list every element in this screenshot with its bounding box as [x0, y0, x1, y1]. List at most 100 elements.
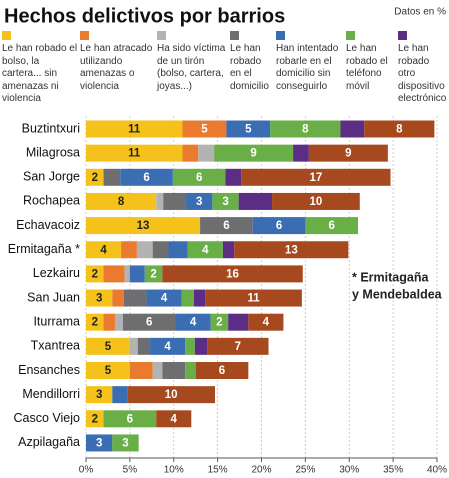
value-label: 10	[310, 196, 323, 208]
value-label: 4	[263, 317, 270, 329]
value-label: 7	[235, 341, 241, 353]
bar-segment	[146, 289, 182, 307]
bar-segment	[185, 362, 196, 379]
annotation: y Mendebaldea	[352, 287, 443, 301]
value-label: 6	[219, 365, 225, 377]
value-label: 8	[118, 196, 125, 208]
value-label: 5	[105, 365, 112, 377]
x-tick-label: 0%	[79, 465, 94, 476]
bar-segment	[86, 217, 201, 235]
x-tick-label: 30%	[339, 465, 359, 476]
bar-segment	[175, 313, 211, 331]
bar-segment	[112, 434, 139, 452]
legend-item: Le han robado el teléfono móvil	[346, 31, 396, 93]
value-label: 8	[302, 124, 309, 136]
bar-segment	[207, 337, 269, 355]
value-label: 2	[92, 317, 98, 329]
legend-label: Le han atracado utilizando amenazas o vi…	[80, 43, 153, 92]
bar-segment	[212, 192, 239, 210]
bar-segment	[194, 337, 208, 355]
bar-segment	[226, 120, 271, 138]
bar-segment	[241, 168, 391, 186]
annotation: * Ermitagaña	[352, 270, 429, 284]
bar-segment	[121, 241, 137, 259]
value-label: 16	[226, 268, 239, 280]
legend-item: Le han robado el bolso, la cartera... si…	[2, 31, 78, 106]
category-label: Txantrea	[31, 339, 80, 353]
value-label: 6	[143, 172, 149, 184]
bar-segment	[129, 362, 153, 379]
value-label: 6	[276, 220, 282, 232]
source-note: Datos en %	[394, 7, 446, 18]
bar-segment	[86, 289, 113, 307]
value-label: 4	[100, 244, 107, 256]
value-label: 3	[122, 437, 128, 449]
value-label: 6	[223, 220, 229, 232]
value-label: 13	[285, 244, 298, 256]
value-label: 5	[245, 124, 252, 136]
bar-segment	[86, 144, 183, 162]
bar-segment	[222, 241, 235, 259]
legend-swatch	[230, 31, 239, 40]
value-label: 3	[96, 293, 102, 305]
x-tick-label: 20%	[251, 465, 271, 476]
bar-segment	[248, 313, 284, 331]
bar-segment	[225, 168, 242, 186]
bar-segment	[129, 337, 138, 355]
bar-segment	[305, 217, 359, 235]
bar-segment	[124, 265, 130, 283]
value-label: 2	[150, 268, 156, 280]
legend-swatch	[276, 31, 285, 40]
category-label: Azpilagaña	[18, 435, 80, 449]
bar-segment	[198, 144, 215, 162]
bar-segment	[214, 144, 294, 162]
category-label: San Juan	[27, 290, 80, 304]
value-label: 10	[165, 389, 178, 401]
x-tick-label: 5%	[123, 465, 138, 476]
bar-segment	[293, 144, 309, 162]
x-tick-label: 35%	[383, 465, 403, 476]
bar-segment	[136, 241, 153, 259]
bar-segment	[86, 434, 113, 452]
category-label: Lezkairu	[33, 266, 80, 280]
bar-segment	[193, 289, 206, 307]
bar-segment	[162, 362, 186, 379]
bar-segment	[186, 192, 213, 210]
bar-segment	[86, 410, 104, 428]
bar-segment	[114, 313, 123, 331]
chart-title: Hechos delictivos por barrios	[4, 5, 285, 27]
legend-label: Le han robado otro dispositivo electróni…	[398, 43, 447, 104]
bar-segment	[252, 217, 306, 235]
bar-segment	[86, 120, 183, 138]
legend-item: Le han atracado utilizando amenazas o vi…	[80, 31, 154, 93]
legend-swatch	[398, 31, 407, 40]
bar-segment	[340, 120, 365, 138]
bar-segment	[163, 192, 187, 210]
bar-segment	[112, 289, 124, 307]
bar-segment	[86, 265, 104, 283]
value-label: 5	[105, 341, 112, 353]
bar-segment	[172, 168, 226, 186]
bar-segment	[123, 289, 147, 307]
value-label: 4	[171, 413, 178, 425]
bar-segment	[234, 241, 349, 259]
value-label: 3	[96, 389, 102, 401]
bar-segment	[228, 313, 249, 331]
bar-segment	[272, 192, 360, 210]
x-tick-label: 10%	[164, 465, 184, 476]
bar-segment	[187, 241, 223, 259]
value-label: 11	[248, 293, 261, 305]
bar-segment	[162, 265, 303, 283]
bar-segment	[144, 265, 163, 283]
bar-segment	[103, 410, 157, 428]
legend-item: Han intentado robarle en el domicilio si…	[276, 31, 344, 93]
legend-label: Ha sido víctima de un tirón (bolso, cart…	[157, 43, 226, 92]
category-label: Milagrosa	[26, 145, 80, 159]
bar-segment	[156, 192, 164, 210]
value-label: 5	[201, 124, 208, 136]
bar-segment	[112, 386, 128, 404]
value-label: 4	[164, 341, 171, 353]
bar-segment	[127, 386, 215, 404]
bar-segment	[364, 120, 435, 138]
